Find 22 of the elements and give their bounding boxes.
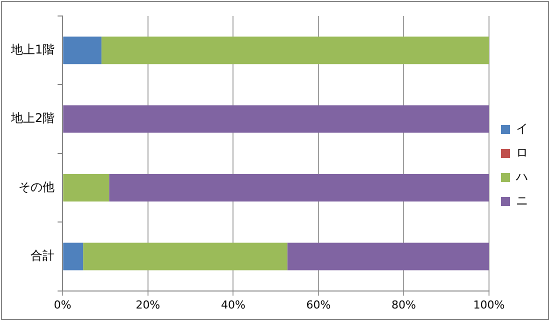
bar xyxy=(63,174,110,202)
x-tick-label: 20% xyxy=(136,298,160,312)
bar xyxy=(287,242,489,270)
x-tick-label: 40% xyxy=(220,298,246,312)
x-tick-label: 80% xyxy=(392,298,416,312)
y-tick-label: 地上2階 xyxy=(10,111,55,126)
x-tick-label: 0% xyxy=(54,298,72,312)
bar xyxy=(63,105,489,133)
legend-label: ロ xyxy=(516,146,528,160)
bar xyxy=(109,174,489,202)
bar xyxy=(83,242,288,270)
bar xyxy=(101,36,489,64)
legend-label: ニ xyxy=(516,194,528,208)
x-tick-label: 100% xyxy=(473,298,505,312)
legend-label: イ xyxy=(516,122,528,136)
bar xyxy=(63,36,102,64)
x-tick-label: 60% xyxy=(306,298,331,312)
legend-label: ハ xyxy=(515,170,528,184)
y-tick-label: 地上1階 xyxy=(10,42,55,56)
y-tick-label: その他 xyxy=(18,180,55,194)
bar xyxy=(63,242,84,270)
y-tick-label: 合計 xyxy=(30,248,55,263)
